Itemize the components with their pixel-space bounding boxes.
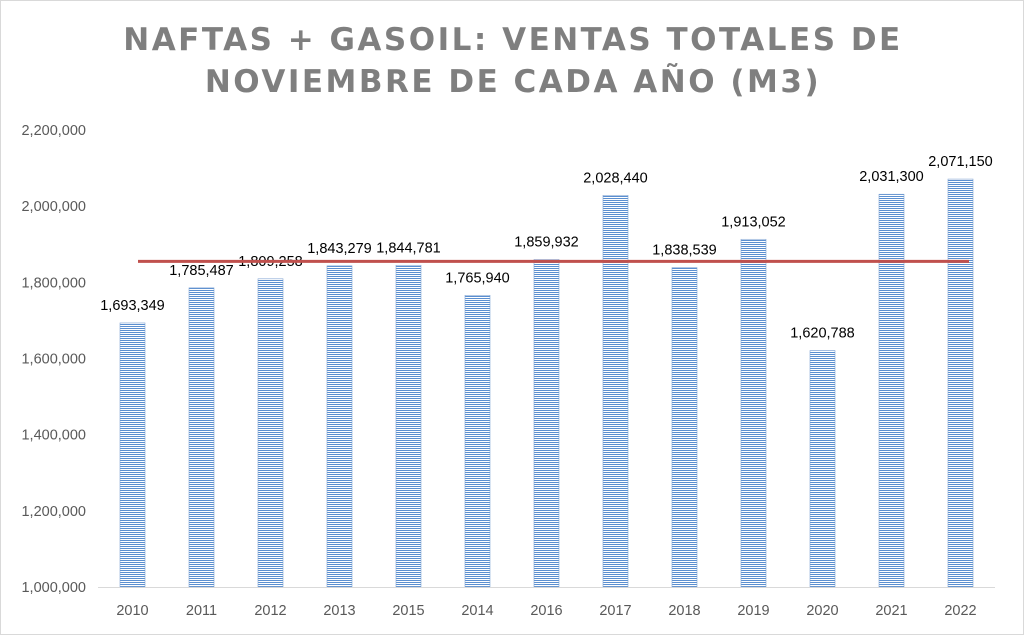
y-tick-label: 1,000,000 [21, 580, 86, 596]
data-label: 1,859,932 [514, 235, 579, 251]
x-tick-label: 2015 [392, 603, 424, 619]
x-tick-label: 2019 [737, 603, 769, 619]
data-label: 1,765,940 [445, 270, 510, 286]
data-label: 2,031,300 [859, 169, 924, 185]
y-tick-label: 2,000,000 [21, 199, 86, 215]
x-tick-label: 2018 [668, 603, 700, 619]
x-tick-label: 2021 [875, 603, 907, 619]
data-label: 1,843,279 [307, 241, 372, 257]
data-label: 1,913,052 [721, 214, 786, 230]
y-tick-label: 1,400,000 [21, 428, 86, 444]
bar [809, 350, 836, 588]
y-tick-label: 1,600,000 [21, 352, 86, 368]
chart-title-line-2: NOVIEMBRE DE CADA AÑO (M3) [204, 64, 822, 100]
bar [119, 322, 146, 588]
x-tick-label: 2014 [461, 603, 493, 619]
data-label: 1,844,781 [376, 240, 441, 256]
bar [740, 238, 767, 588]
x-tick-label: 2016 [530, 603, 562, 619]
x-tick-label: 2017 [599, 603, 631, 619]
data-label: 1,838,539 [652, 243, 717, 259]
y-tick-label: 1,800,000 [21, 275, 86, 291]
x-tick-label: 2012 [254, 603, 286, 619]
y-tick-label: 1,200,000 [21, 504, 86, 520]
bars [119, 178, 974, 588]
chart-title-line-1: NAFTAS + GASOIL: VENTAS TOTALES DE [123, 22, 903, 58]
x-tick-label: 2020 [806, 603, 838, 619]
bar [395, 264, 422, 588]
data-label: 1,785,487 [169, 263, 234, 279]
y-tick-label: 2,200,000 [21, 123, 86, 139]
bar [671, 267, 698, 588]
bar [947, 178, 974, 588]
bar [188, 287, 215, 588]
x-tick-label: 2011 [186, 603, 217, 619]
x-axis: 2010 2011 2012 2013 2015 2014 2016 2017 2018 2019… [98, 587, 995, 619]
bar [533, 259, 560, 588]
x-tick-label: 2013 [323, 603, 355, 619]
data-label: 1,693,349 [100, 298, 165, 314]
bar [878, 193, 905, 588]
chart-title: NAFTAS + GASOIL: VENTAS TOTALES DE NOVIE… [1, 19, 1024, 103]
bar [602, 195, 629, 588]
x-tick-label: 2022 [944, 603, 976, 619]
bar [464, 295, 491, 588]
x-tick-label: 2010 [116, 603, 148, 619]
data-label: 1,620,788 [790, 326, 855, 342]
bar [257, 278, 284, 588]
data-label: 2,071,150 [928, 154, 993, 170]
bar [326, 265, 353, 588]
y-axis: 1,000,000 1,200,000 1,400,000 1,600,000 1,80… [21, 123, 86, 596]
data-label: 2,028,440 [583, 170, 648, 186]
